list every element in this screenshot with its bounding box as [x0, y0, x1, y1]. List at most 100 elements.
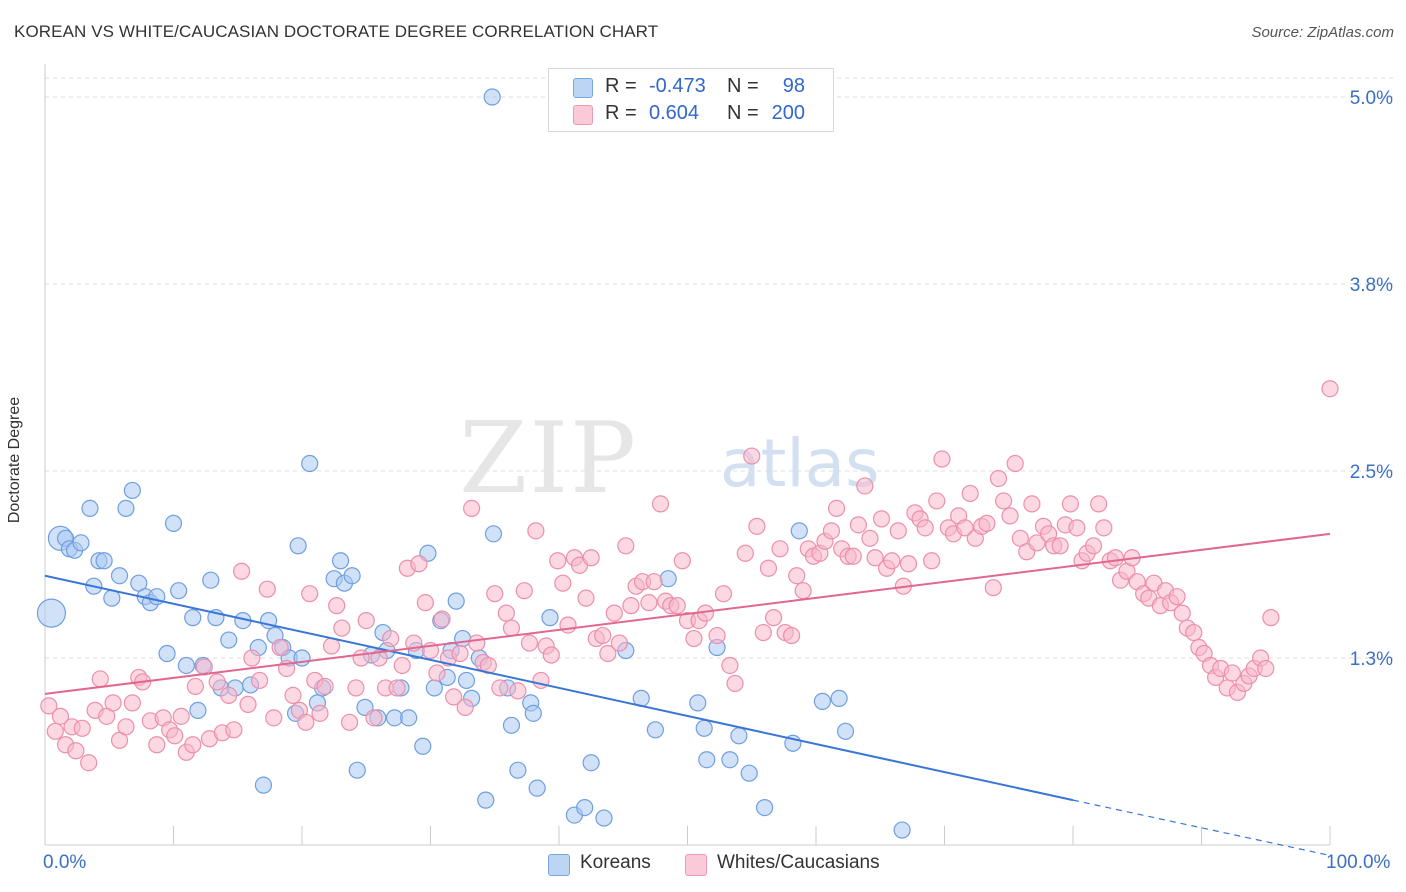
white-point [445, 688, 463, 706]
korean-point [72, 534, 90, 552]
chart-source: Source: ZipAtlas.com [1251, 24, 1394, 41]
white-point [989, 469, 1008, 488]
korean-point [689, 694, 707, 712]
white-point [668, 597, 686, 615]
white-point [1006, 454, 1024, 473]
y-tick-label: 1.3% [1350, 649, 1393, 670]
white-point [271, 638, 289, 657]
korean-point [202, 571, 220, 589]
korean-point [477, 791, 495, 809]
white-point [622, 597, 640, 615]
korean-point [695, 719, 713, 737]
korean-point [254, 776, 273, 794]
trend-line-whites [44, 532, 1331, 695]
data-points [36, 88, 1339, 839]
korean-point [830, 689, 848, 707]
korean-point [164, 514, 183, 532]
legend-r-label: R = [605, 75, 637, 97]
white-point [736, 544, 754, 562]
white-point [554, 574, 572, 592]
chart-title: KOREAN VS WHITE/CAUCASIAN DOCTORATE DEGR… [14, 22, 659, 41]
white-point [872, 510, 891, 528]
white-point [1061, 495, 1080, 513]
white-point [340, 713, 359, 731]
korean-point [790, 522, 808, 540]
white-point [250, 671, 269, 690]
korean-point [425, 679, 443, 697]
white-point [577, 589, 595, 607]
white-point [456, 698, 474, 716]
white-point [382, 629, 400, 648]
korean-point [509, 761, 527, 779]
white-point [827, 499, 846, 517]
white-point [347, 679, 365, 697]
korean-point [454, 629, 472, 648]
white-point [365, 709, 383, 727]
white-point [822, 522, 841, 540]
korean-point [447, 592, 465, 610]
white-point [284, 686, 302, 705]
white-point [726, 674, 744, 693]
white-point [502, 619, 521, 637]
y-tick-label: 5.0% [1350, 88, 1393, 109]
white-point [1090, 495, 1108, 513]
white-point [243, 649, 261, 667]
white-point [388, 679, 406, 697]
white-point [1262, 609, 1280, 627]
white-point [297, 713, 315, 731]
trend-line-koreans [44, 574, 1074, 802]
white-point [978, 514, 996, 532]
legend-n-value: 200 [771, 102, 805, 124]
legend-r-value: -0.473 [649, 75, 706, 97]
white-point [352, 649, 370, 667]
white-point [889, 522, 907, 540]
korean-point [483, 88, 501, 106]
white-point [714, 585, 733, 603]
white-point [301, 585, 319, 603]
white-point [117, 718, 135, 736]
korean-point [740, 764, 758, 782]
korean-point [893, 821, 911, 839]
legend-n-value: 98 [782, 75, 805, 97]
white-point [91, 670, 109, 688]
white-point [370, 649, 388, 667]
korean-point [301, 454, 319, 473]
white-point [599, 644, 617, 663]
white-point [640, 594, 658, 612]
white-point [759, 559, 778, 577]
white-point [1106, 549, 1125, 567]
korean-point [414, 737, 432, 755]
white-point [491, 679, 509, 697]
white-point [104, 694, 122, 712]
series-legend: Koreans Whites/Caucasians [0, 852, 1406, 878]
white-point [984, 579, 1002, 597]
korean-point [95, 552, 113, 570]
white-point [788, 567, 806, 585]
legend-label-koreans: Koreans [580, 852, 651, 873]
white-point [1051, 537, 1069, 555]
white-point [148, 736, 166, 754]
y-tick-label: 3.8% [1350, 275, 1393, 296]
y-tick-labels: 1.3% 2.5% 3.8% 5.0% [1350, 88, 1393, 670]
white-point [357, 611, 375, 630]
white-point [1028, 534, 1046, 552]
white-point [410, 555, 428, 573]
korean-point [331, 552, 350, 570]
korean-point [158, 644, 176, 663]
white-point [186, 677, 204, 696]
korean-point [103, 589, 121, 607]
korean-point [220, 631, 238, 649]
white-point [486, 585, 504, 603]
white-point [645, 573, 663, 591]
white-point [928, 492, 946, 510]
legend-label-whites: Whites/Caucasians [717, 852, 880, 873]
white-point [468, 634, 486, 652]
axes [44, 64, 1331, 846]
series-whites [40, 380, 1339, 772]
legend-r-label: R = [605, 102, 637, 124]
legend-swatch-whites [573, 105, 593, 125]
white-point [233, 562, 251, 580]
korean-point [400, 709, 418, 727]
legend-r-value: 0.604 [649, 102, 700, 124]
